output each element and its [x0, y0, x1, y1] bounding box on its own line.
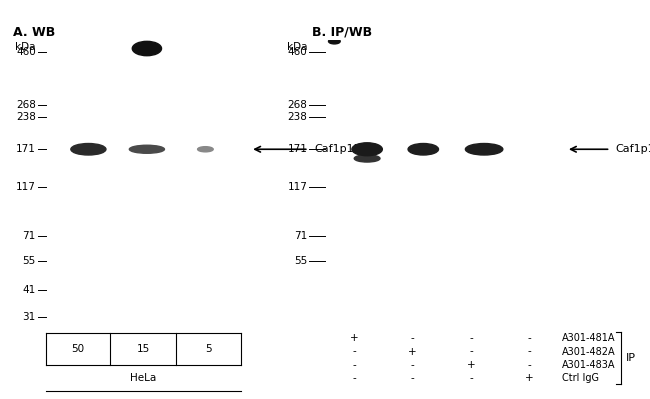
Text: IP: IP	[626, 353, 636, 363]
Text: -: -	[352, 373, 356, 383]
Text: A301-481A: A301-481A	[562, 333, 616, 344]
Text: 171: 171	[16, 144, 36, 154]
Text: 55: 55	[294, 256, 307, 266]
Text: 171: 171	[287, 144, 307, 154]
Text: HeLa: HeLa	[130, 373, 156, 383]
Text: 55: 55	[23, 256, 36, 266]
Text: -: -	[528, 333, 532, 344]
Ellipse shape	[465, 144, 503, 155]
Text: -: -	[469, 373, 473, 383]
Text: A301-482A: A301-482A	[562, 346, 616, 357]
Text: 460: 460	[16, 47, 36, 57]
Text: -: -	[352, 346, 356, 357]
Text: kDa: kDa	[287, 42, 307, 52]
Text: B. IP/WB: B. IP/WB	[312, 26, 372, 39]
Ellipse shape	[354, 155, 380, 162]
Text: 15: 15	[136, 344, 150, 354]
Text: 31: 31	[23, 312, 36, 322]
Text: 238: 238	[287, 112, 307, 122]
Text: 117: 117	[16, 182, 36, 192]
Ellipse shape	[71, 144, 106, 155]
Text: 268: 268	[16, 100, 36, 110]
Text: 5: 5	[205, 344, 211, 354]
Text: 117: 117	[287, 182, 307, 192]
Ellipse shape	[408, 144, 439, 155]
Text: 460: 460	[288, 47, 307, 57]
Text: Ctrl IgG: Ctrl IgG	[562, 373, 599, 383]
Text: +: +	[408, 346, 417, 357]
Text: -: -	[352, 359, 356, 370]
Text: -: -	[469, 346, 473, 357]
Text: -: -	[528, 359, 532, 370]
Text: +: +	[525, 373, 534, 383]
Text: 41: 41	[23, 284, 36, 295]
Text: -: -	[528, 346, 532, 357]
Ellipse shape	[133, 41, 161, 56]
Text: 268: 268	[287, 100, 307, 110]
Text: 71: 71	[294, 231, 307, 241]
Text: Caf1p150: Caf1p150	[315, 144, 368, 154]
Text: Caf1p150: Caf1p150	[615, 144, 650, 154]
Text: -: -	[411, 359, 415, 370]
Text: 238: 238	[16, 112, 36, 122]
Text: kDa: kDa	[15, 42, 36, 52]
Text: -: -	[411, 373, 415, 383]
Text: +: +	[350, 333, 359, 344]
Text: -: -	[469, 333, 473, 344]
Ellipse shape	[198, 147, 213, 152]
Text: A301-483A: A301-483A	[562, 359, 616, 370]
Ellipse shape	[328, 39, 340, 44]
Text: 71: 71	[23, 231, 36, 241]
Text: A. WB: A. WB	[13, 26, 55, 39]
Ellipse shape	[352, 143, 382, 156]
Text: -: -	[411, 333, 415, 344]
Text: 50: 50	[72, 344, 84, 354]
Ellipse shape	[129, 145, 164, 153]
Text: +: +	[467, 359, 476, 370]
